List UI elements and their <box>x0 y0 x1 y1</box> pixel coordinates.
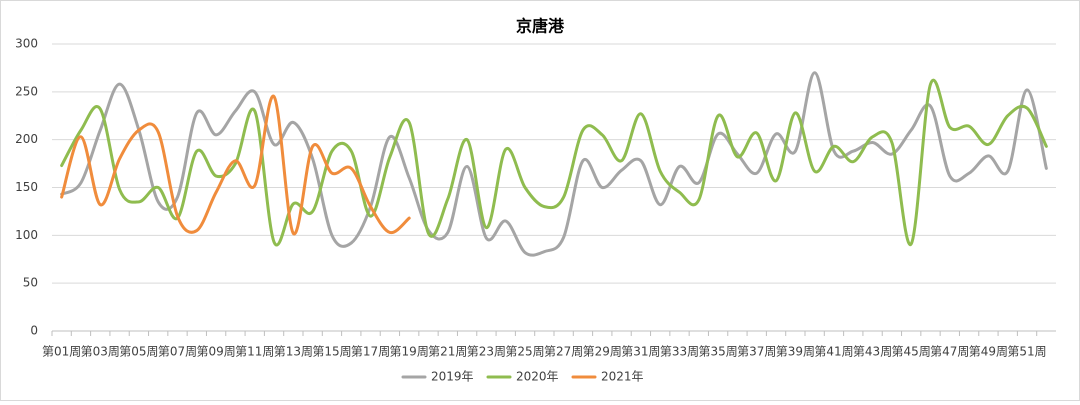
x-tick-label: 第23周 <box>467 345 506 359</box>
series-line <box>60 95 411 235</box>
x-tick-label: 第09周 <box>196 345 235 359</box>
x-tick-label: 第25周 <box>505 345 544 359</box>
x-tick-label: 第35周 <box>698 345 737 359</box>
x-tick-label: 第05周 <box>119 345 158 359</box>
series-line <box>60 78 1048 247</box>
x-tick-label: 第39周 <box>776 345 815 359</box>
y-tick-label: 250 <box>15 84 38 98</box>
x-tick-label: 第43周 <box>853 345 892 359</box>
x-tick-label: 第37周 <box>737 345 776 359</box>
y-tick-label: 200 <box>15 132 38 146</box>
x-tick-label: 第31周 <box>621 345 660 359</box>
legend-label: 2019年 <box>431 370 474 384</box>
x-tick-label: 第07周 <box>158 345 197 359</box>
x-tick-label: 第03周 <box>81 345 120 359</box>
x-tick-label: 第29周 <box>583 345 622 359</box>
y-tick-label: 50 <box>23 276 38 290</box>
y-tick-label: 0 <box>30 324 38 338</box>
x-tick-label: 第15周 <box>312 345 351 359</box>
x-tick-label: 第17周 <box>351 345 390 359</box>
legend-label: 2021年 <box>601 370 644 384</box>
x-tick-label: 第01周 <box>42 345 81 359</box>
x-tick-label: 第21周 <box>428 345 467 359</box>
x-tick-label: 第47周 <box>930 345 969 359</box>
y-tick-label: 300 <box>15 37 38 51</box>
x-tick-label: 第19周 <box>390 345 429 359</box>
x-tick-label: 第41周 <box>814 345 853 359</box>
chart-title: 京唐港 <box>516 17 565 36</box>
y-tick-label: 150 <box>15 180 38 194</box>
x-tick-label: 第45周 <box>892 345 931 359</box>
x-tick-label: 第13周 <box>274 345 313 359</box>
y-tick-label: 100 <box>15 228 38 242</box>
x-tick-label: 第51周 <box>1007 345 1046 359</box>
series-line <box>60 71 1048 257</box>
x-tick-label: 第49周 <box>969 345 1008 359</box>
x-tick-label: 第27周 <box>544 345 583 359</box>
legend-label: 2020年 <box>516 370 559 384</box>
x-tick-label: 第33周 <box>660 345 699 359</box>
x-tick-label: 第11周 <box>235 345 274 359</box>
